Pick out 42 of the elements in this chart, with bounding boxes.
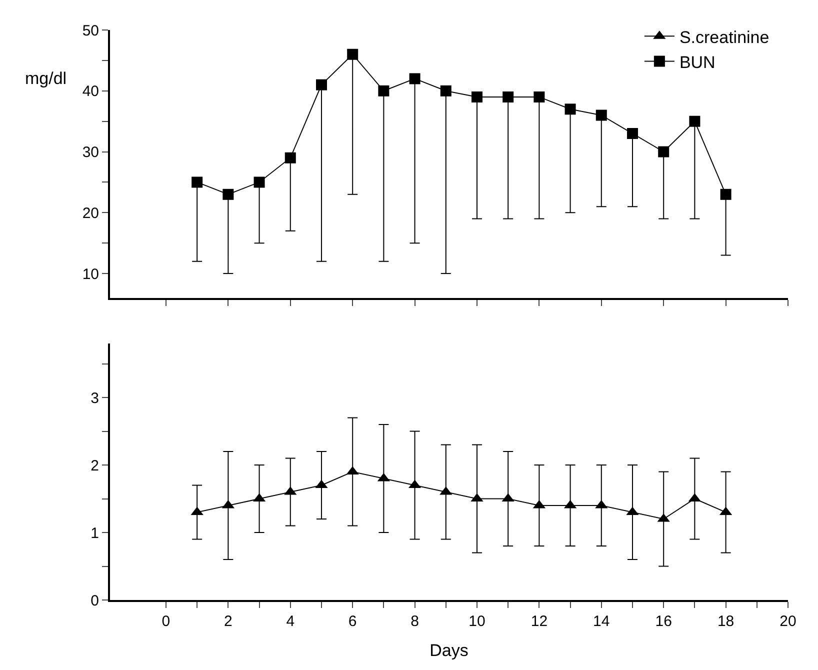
y-tick-label: 1: [90, 524, 99, 542]
legend-label: S.creatinine: [679, 28, 770, 47]
y-tick-label: 50: [82, 22, 99, 40]
x-tick-label: 16: [655, 613, 672, 630]
x-tick-label: 6: [348, 613, 357, 630]
x-tick-label: 12: [530, 613, 548, 630]
y-tick-label: 30: [82, 144, 99, 162]
point: [316, 79, 327, 90]
y-tick-label: 20: [82, 204, 99, 222]
point: [192, 176, 203, 188]
x-axis-title: Days: [430, 640, 468, 660]
point: [534, 91, 545, 102]
y-tick-label: 0: [90, 592, 99, 610]
point: [689, 116, 700, 127]
point: [347, 48, 358, 60]
point: [440, 85, 452, 96]
point: [284, 152, 296, 164]
y-axis-title: mg/dl: [25, 69, 67, 88]
y-tick-label: 2: [90, 457, 99, 474]
point: [627, 128, 638, 140]
point: [471, 91, 482, 102]
x-tick-label: 20: [780, 613, 796, 630]
point: [658, 146, 670, 158]
point: [409, 73, 420, 84]
point: [564, 104, 576, 115]
x-tick-label: 2: [224, 613, 232, 630]
point: [254, 176, 265, 188]
point: [502, 91, 514, 102]
x-tick-label: 18: [717, 613, 734, 630]
y-tick-label: 10: [82, 266, 99, 283]
x-tick-label: 4: [286, 613, 295, 630]
x-tick-label: 0: [162, 613, 170, 630]
point: [596, 110, 607, 121]
point: [222, 188, 234, 200]
point: [378, 85, 390, 96]
y-tick-label: 40: [82, 83, 99, 100]
point: [720, 188, 732, 200]
x-tick-label: 10: [468, 613, 486, 630]
y-tick-label: 3: [90, 390, 99, 407]
x-tick-label: 14: [593, 613, 610, 630]
x-tick-label: 8: [410, 613, 419, 630]
legend-label: BUN: [679, 52, 716, 72]
